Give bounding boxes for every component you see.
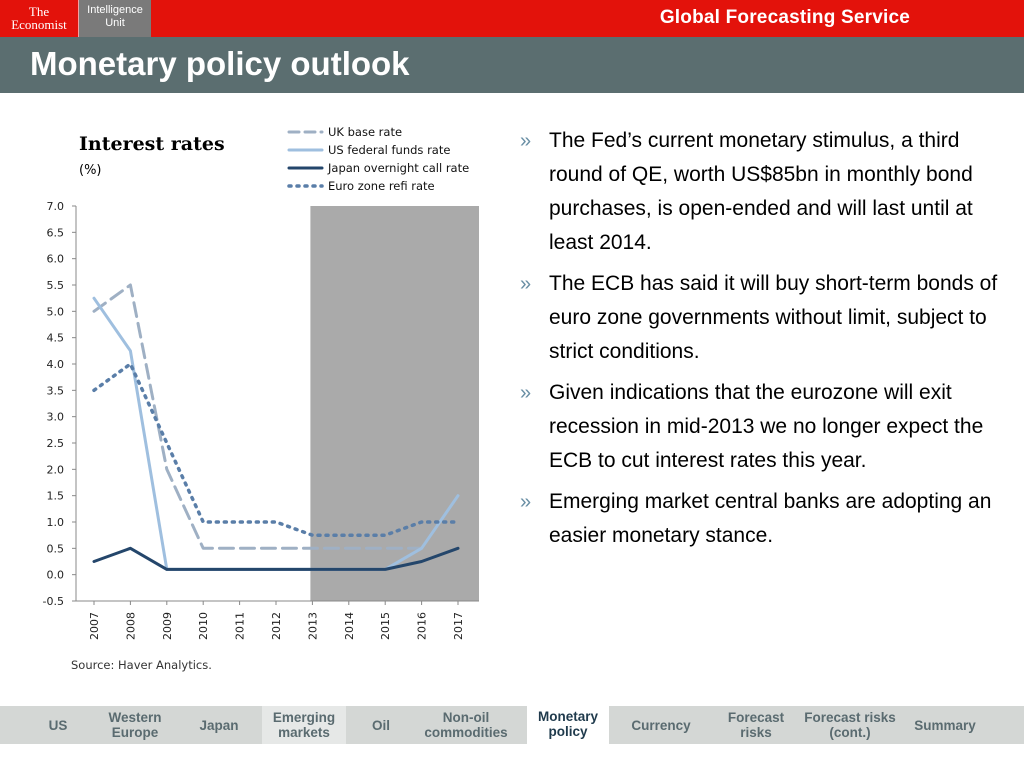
- eiu-logo: Intelligence Unit: [79, 0, 151, 37]
- nav-tab-japan[interactable]: Japan: [199, 717, 239, 733]
- nav-tab-non-oil-commodities[interactable]: Non-oil commodities: [424, 710, 508, 740]
- y-tick-label: 0.5: [47, 542, 65, 555]
- y-tick-label: 1.5: [47, 490, 65, 503]
- nav-tab-forecast-risks[interactable]: Forecast risks: [727, 710, 785, 740]
- y-tick-label: -0.5: [43, 595, 64, 608]
- bullet-item: » Emerging market central banks are adopt…: [520, 485, 1000, 553]
- legend-label: US federal funds rate: [328, 143, 450, 157]
- nav-tab-emerging-markets[interactable]: Emerging markets: [262, 706, 346, 744]
- bullet-marker-icon: »: [520, 491, 532, 513]
- bullet-marker-icon: »: [520, 273, 532, 295]
- nav-tab-currency[interactable]: Currency: [631, 717, 691, 733]
- economist-logo-line1: The: [28, 4, 50, 19]
- y-tick-label: 2.5: [47, 437, 65, 450]
- legend-label: UK base rate: [328, 125, 402, 139]
- bullet-item: » The Fed’s current monetary stimulus, a …: [520, 124, 1000, 260]
- y-tick-label: 5.0: [47, 305, 65, 318]
- economist-logo: The Economist: [0, 0, 79, 37]
- y-tick-label: 0.0: [47, 569, 65, 582]
- bullet-marker-icon: »: [520, 382, 532, 404]
- interest-rates-chart: Interest rates (%) 7.0 6.5 6.0 5.5 5.0 4.5 4.0 3.…: [43, 125, 479, 672]
- legend-label: Japan overnight call rate: [327, 161, 469, 175]
- y-tick-label: 7.0: [47, 200, 65, 213]
- series-line-uk-base-rate: [92, 283, 424, 550]
- chart-title: Interest rates: [79, 133, 225, 155]
- x-tick-label: 2010: [197, 612, 210, 640]
- x-tick-label: 2008: [124, 612, 137, 640]
- legend-label: Euro zone refi rate: [328, 179, 435, 193]
- y-tick-label: 4.0: [47, 358, 65, 371]
- y-tick-label: 5.5: [47, 279, 65, 292]
- bullet-text: Emerging market central banks are adopti…: [549, 490, 992, 547]
- y-tick-label: 6.0: [47, 253, 65, 266]
- chart-unit-label: (%): [79, 163, 102, 178]
- nav-tab-monetary-policy[interactable]: Monetary policy: [527, 703, 609, 744]
- x-tick-label: 2011: [234, 612, 247, 640]
- bullet-item: » The ECB has said it will buy short-term…: [520, 267, 1000, 369]
- nav-tab-summary[interactable]: Summary: [914, 717, 976, 733]
- bullet-list: » The Fed’s current monetary stimulus, a …: [520, 124, 1000, 560]
- bullet-text: Given indications that the eurozone will…: [549, 381, 984, 472]
- service-name: Global Forecasting Service: [659, 7, 910, 28]
- x-tick-label: 2017: [452, 612, 465, 640]
- bullet-item: » Given indications that the eurozone wil…: [520, 376, 1000, 478]
- bullet-text: The Fed’s current monetary stimulus, a t…: [549, 129, 973, 254]
- bullet-marker-icon: »: [520, 130, 532, 152]
- chart-source: Source: Haver Analytics.: [71, 658, 212, 672]
- section-nav: US Western Europe Japan Emerging markets Oil…: [0, 703, 1024, 744]
- nav-tab-us[interactable]: US: [48, 717, 68, 733]
- y-tick-label: 3.5: [47, 384, 65, 397]
- economist-logo-line2: Economist: [11, 17, 67, 32]
- page-title: Monetary policy outlook: [30, 45, 410, 82]
- header-bar: The Economist Intelligence Unit Global F…: [0, 0, 1024, 37]
- title-bar: Monetary policy outlook: [0, 37, 1024, 93]
- x-tick-label: 2015: [379, 612, 392, 640]
- y-tick-label: 3.0: [47, 411, 65, 424]
- forecast-shade: [310, 206, 479, 601]
- nav-tab-oil[interactable]: Oil: [371, 717, 390, 733]
- x-tick-label: 2016: [416, 612, 429, 640]
- eiu-logo-line1: Intelligence: [87, 4, 143, 16]
- y-tick-label: 4.5: [47, 332, 65, 345]
- x-tick-label: 2014: [343, 612, 356, 640]
- nav-tab-western-europe[interactable]: Western Europe: [108, 710, 162, 740]
- x-tick-label: 2013: [306, 612, 319, 640]
- bullet-text: The ECB has said it will buy short-term …: [549, 272, 998, 363]
- nav-tab-forecast-risks-cont[interactable]: Forecast risks (cont.): [804, 710, 896, 740]
- x-tick-label: 2009: [161, 612, 174, 640]
- x-tick-label: 2007: [88, 612, 101, 640]
- x-tick-label: 2012: [270, 612, 283, 640]
- eiu-logo-line2: Unit: [105, 17, 125, 29]
- y-tick-label: 6.5: [47, 226, 65, 239]
- y-tick-label: 1.0: [47, 516, 65, 529]
- y-tick-label: 2.0: [47, 463, 65, 476]
